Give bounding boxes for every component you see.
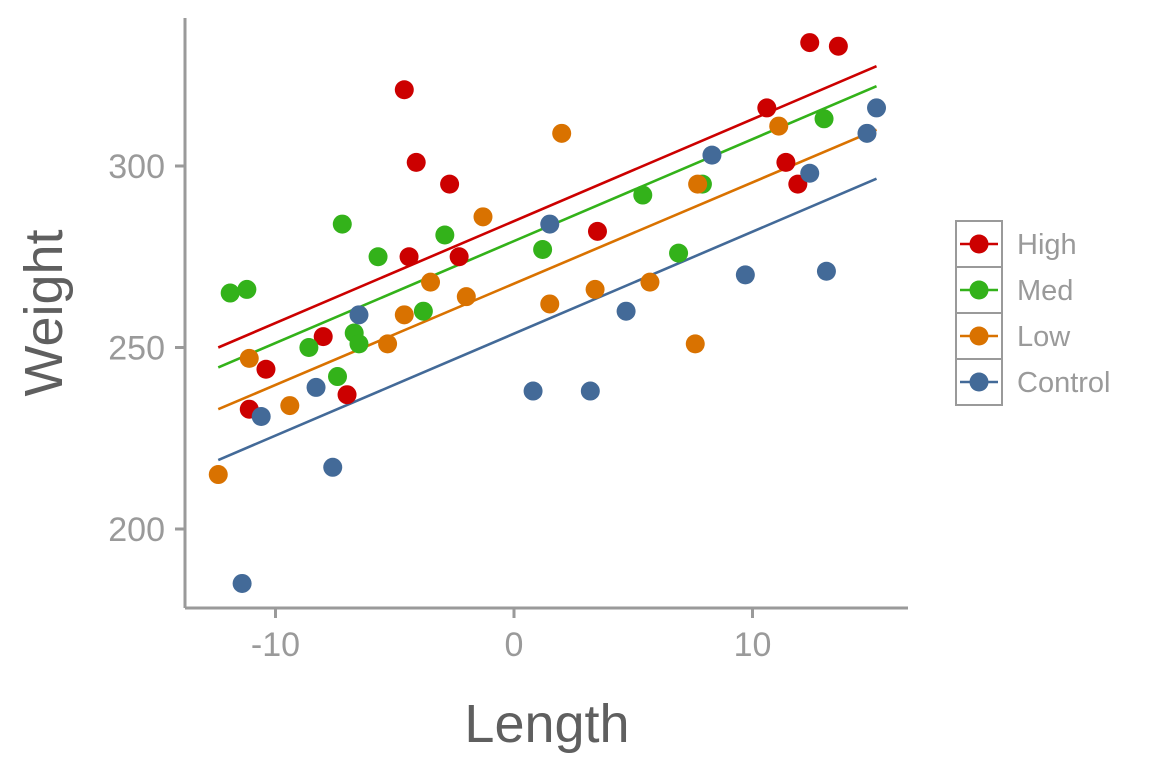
y-tick-label: 300 <box>108 148 165 186</box>
point-control <box>251 406 271 426</box>
point-low <box>280 396 300 416</box>
point-med <box>633 185 653 205</box>
x-tick-label: 0 <box>505 626 524 664</box>
y-tick-label: 200 <box>108 511 165 549</box>
point-med <box>669 243 689 263</box>
point-med <box>328 367 348 387</box>
point-control <box>867 98 887 118</box>
point-low <box>208 465 228 485</box>
point-med <box>533 239 553 259</box>
point-control <box>616 301 636 321</box>
point-control <box>232 573 252 593</box>
point-high <box>776 152 796 172</box>
legend: High Med Low Control <box>955 220 1111 406</box>
legend-item-control: Control <box>955 358 1111 406</box>
fit-line-low <box>217 128 878 411</box>
fit-line-control <box>217 177 878 462</box>
point-control <box>800 163 820 183</box>
point-low <box>394 305 414 325</box>
point-med <box>435 225 455 245</box>
legend-label: High <box>1017 229 1077 261</box>
point-med <box>299 338 319 357</box>
legend-key-dot <box>969 326 989 346</box>
point-low <box>769 116 789 136</box>
point-high <box>394 80 414 100</box>
legend-label: Med <box>1017 275 1073 307</box>
legend-label: Low <box>1017 321 1071 353</box>
point-control <box>540 214 560 234</box>
point-high <box>399 247 419 267</box>
point-high <box>757 98 777 118</box>
y-axis-ticks: 200 250 300 <box>108 148 185 549</box>
x-axis-title: Length <box>464 694 629 754</box>
point-high <box>440 174 460 194</box>
plot-area <box>208 33 887 593</box>
point-control <box>323 457 343 477</box>
point-control <box>580 381 600 401</box>
point-control <box>702 145 722 165</box>
legend-key-dot <box>969 234 989 254</box>
x-axis-ticks: -10 0 10 <box>251 608 771 664</box>
legend-key-dot <box>969 372 989 392</box>
point-control <box>735 265 755 285</box>
point-control <box>349 305 369 325</box>
legend-item-low: Low <box>955 312 1071 360</box>
axes: -10 0 10 200 250 300 <box>108 18 908 664</box>
x-tick-label: 10 <box>734 626 772 664</box>
point-low <box>473 207 493 227</box>
point-high <box>256 359 276 379</box>
point-high <box>313 327 333 347</box>
data-points <box>208 33 887 593</box>
point-low <box>540 294 560 314</box>
y-tick-label: 250 <box>108 330 165 368</box>
legend-item-high: High <box>955 220 1077 268</box>
point-low <box>239 348 259 368</box>
point-low <box>421 272 441 292</box>
point-med <box>332 214 352 234</box>
point-low <box>585 279 605 299</box>
point-high <box>337 385 357 405</box>
point-high <box>587 221 607 241</box>
point-control <box>816 261 836 281</box>
point-low <box>552 123 572 143</box>
point-low <box>456 287 476 307</box>
point-med <box>220 283 240 303</box>
point-control <box>857 123 877 143</box>
x-tick-label: -10 <box>251 626 300 664</box>
point-high <box>449 247 469 267</box>
legend-label: Control <box>1017 367 1111 399</box>
point-low <box>640 272 660 292</box>
point-high <box>800 33 820 53</box>
legend-item-med: Med <box>955 266 1073 314</box>
point-high <box>828 36 848 56</box>
legend-key-dot <box>969 280 989 300</box>
point-med <box>349 334 369 354</box>
point-med <box>368 247 388 267</box>
point-med <box>814 109 834 129</box>
point-low <box>688 174 708 194</box>
point-control <box>523 381 543 401</box>
point-med <box>413 301 433 321</box>
point-low <box>378 334 398 354</box>
point-high <box>406 152 426 172</box>
point-control <box>306 377 326 397</box>
y-axis-title: Weight <box>14 229 74 396</box>
point-low <box>685 334 705 354</box>
point-med <box>237 279 257 299</box>
